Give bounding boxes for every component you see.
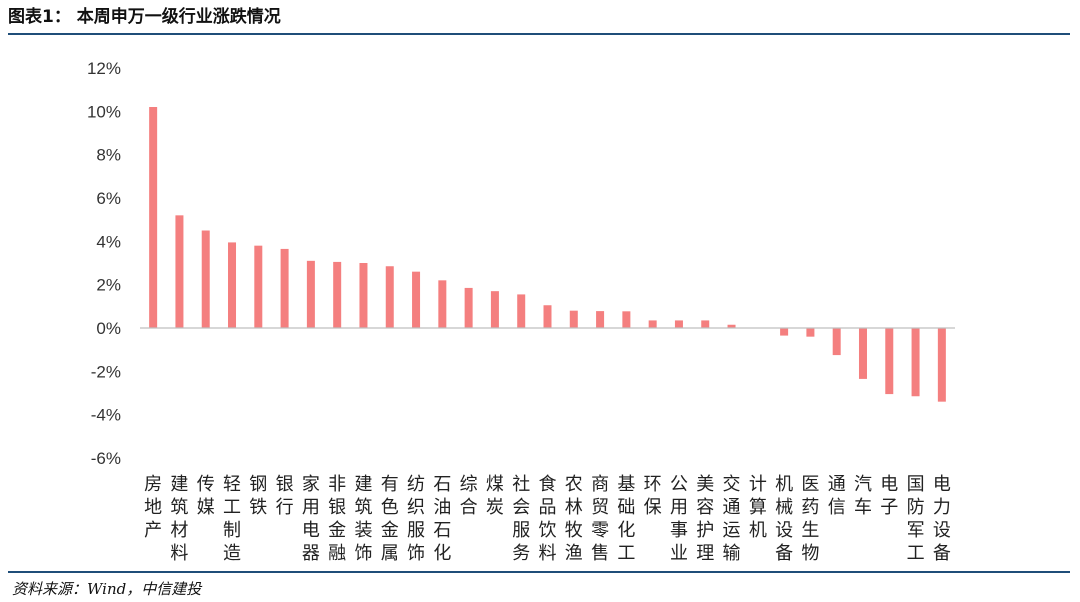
bar bbox=[254, 245, 263, 328]
x-tick-label: 计算机 bbox=[749, 474, 767, 541]
y-tick-label: 2% bbox=[96, 276, 121, 295]
x-tick-label: 房地产 bbox=[144, 474, 162, 541]
y-tick-label: 4% bbox=[96, 232, 121, 251]
bar bbox=[517, 294, 526, 328]
y-tick-label: -2% bbox=[91, 362, 121, 381]
bar bbox=[228, 242, 237, 328]
bar bbox=[648, 320, 657, 328]
y-tick-label: 0% bbox=[96, 319, 121, 338]
y-tick-label: -6% bbox=[91, 449, 121, 468]
x-tick-label: 建筑装饰 bbox=[354, 474, 372, 564]
x-tick-label: 社会服务 bbox=[512, 474, 530, 564]
bar bbox=[674, 320, 683, 328]
x-tick-label: 石油石化 bbox=[433, 474, 451, 564]
bar bbox=[333, 261, 342, 328]
figure-title: 图表1： 本周申万一级行业涨跌情况 bbox=[8, 7, 281, 27]
x-tick-label: 轻工制造 bbox=[223, 474, 241, 564]
bar bbox=[412, 271, 421, 328]
bar bbox=[280, 248, 289, 328]
bar bbox=[385, 266, 394, 328]
bar bbox=[858, 328, 867, 379]
x-axis-labels: 房地产建筑材料传媒轻工制造钢铁银行家用电器非银金融建筑装饰有色金属纺织服饰石油石… bbox=[144, 474, 951, 564]
y-axis: -6% -4% -2% 0% 2% 4% 6% 8% 10% 12% bbox=[87, 59, 121, 468]
x-tick-label: 纺织服饰 bbox=[407, 474, 425, 564]
x-tick-label: 食品饮料 bbox=[539, 474, 557, 564]
x-tick-label: 汽车 bbox=[854, 474, 872, 518]
bar bbox=[832, 328, 841, 356]
x-tick-label: 家用电器 bbox=[302, 474, 320, 564]
x-tick-label: 公用事业 bbox=[670, 474, 688, 564]
bar bbox=[464, 287, 473, 328]
figure-header: 图表1： 本周申万一级行业涨跌情况 bbox=[8, 4, 281, 32]
bottom-rule bbox=[8, 571, 1070, 573]
top-rule bbox=[8, 33, 1070, 35]
x-tick-label: 商贸零售 bbox=[591, 474, 609, 564]
bar-chart: -6% -4% -2% 0% 2% 4% 6% 8% 10% 12% 房地产建筑材料传媒轻工制造钢… bbox=[87, 59, 955, 564]
bar bbox=[359, 263, 368, 328]
bar bbox=[780, 328, 789, 336]
x-tick-label: 通信 bbox=[828, 474, 846, 518]
bar bbox=[937, 328, 946, 402]
x-tick-label: 电力设备 bbox=[933, 474, 951, 564]
x-tick-label: 电子 bbox=[880, 474, 898, 518]
y-tick-label: 12% bbox=[87, 59, 121, 78]
bar bbox=[438, 280, 447, 328]
bar bbox=[490, 291, 499, 328]
bar bbox=[149, 107, 158, 328]
bar bbox=[175, 215, 184, 328]
x-tick-label: 机械设备 bbox=[775, 474, 793, 564]
y-tick-label: 8% bbox=[96, 146, 121, 165]
x-tick-label: 基础化工 bbox=[617, 474, 635, 564]
bar bbox=[569, 310, 578, 328]
x-tick-label: 银行 bbox=[276, 474, 294, 518]
bar bbox=[727, 324, 736, 328]
x-tick-label: 传媒 bbox=[197, 474, 215, 518]
bar bbox=[806, 328, 815, 337]
x-tick-label: 煤炭 bbox=[486, 474, 504, 518]
y-tick-label: 6% bbox=[96, 189, 121, 208]
bar bbox=[543, 305, 552, 328]
bar bbox=[701, 320, 710, 328]
x-tick-label: 农林牧渔 bbox=[565, 474, 583, 564]
y-tick-label: -4% bbox=[91, 406, 121, 425]
x-tick-label: 环保 bbox=[644, 474, 662, 518]
bar bbox=[885, 328, 894, 395]
x-tick-label: 国防军工 bbox=[907, 474, 925, 564]
x-tick-label: 有色金属 bbox=[381, 474, 399, 564]
bar bbox=[596, 311, 605, 328]
x-tick-label: 钢铁 bbox=[249, 474, 267, 518]
x-tick-label: 建筑材料 bbox=[170, 474, 188, 564]
bars bbox=[149, 107, 946, 402]
bar bbox=[201, 230, 210, 328]
x-tick-label: 美容护理 bbox=[696, 474, 714, 564]
bar bbox=[306, 260, 315, 328]
bar bbox=[622, 311, 631, 328]
y-tick-label: 10% bbox=[87, 102, 121, 121]
x-tick-label: 交通运输 bbox=[723, 474, 741, 564]
x-tick-label: 非银金融 bbox=[328, 474, 346, 564]
x-tick-label: 综合 bbox=[460, 474, 478, 518]
x-tick-label: 医药生物 bbox=[801, 474, 819, 564]
bar bbox=[911, 328, 920, 397]
source-note: 资料来源：Wind，中信建投 bbox=[12, 580, 202, 598]
